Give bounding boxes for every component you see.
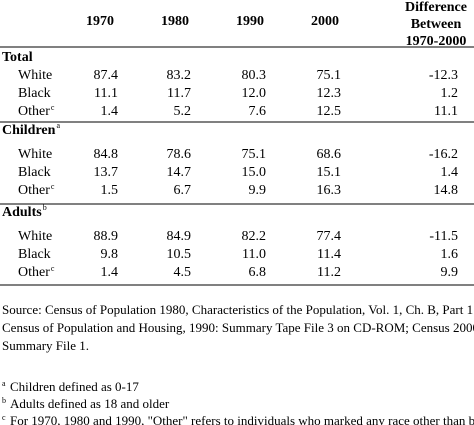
superscript: b <box>43 203 47 212</box>
cell: 9.8 <box>101 247 119 262</box>
row-label: Other <box>18 104 50 119</box>
footnote-mark: b <box>2 396 6 405</box>
row-label: White <box>18 68 52 83</box>
column-header: 1970 <box>86 14 114 29</box>
row-label: White <box>18 147 52 162</box>
footnote: For 1970, 1980 and 1990, "Other" refers … <box>10 413 474 425</box>
cell: 12.5 <box>317 104 342 119</box>
row-label: Black <box>18 86 51 101</box>
row-label: Other <box>18 183 50 198</box>
footnote: Adults defined as 18 and older <box>10 396 170 411</box>
row-label: White <box>18 229 52 244</box>
cell: 83.2 <box>167 68 192 83</box>
column-header: 1970-2000 <box>406 34 467 49</box>
cell: 80.3 <box>242 68 267 83</box>
footnote-mark: c <box>2 413 6 422</box>
cell: 1.4 <box>441 165 459 180</box>
group-label: Children <box>2 123 56 138</box>
cell: 1.4 <box>101 265 119 280</box>
cell: 6.8 <box>249 265 267 280</box>
source-line: Summary File 1. <box>2 338 89 353</box>
cell: 77.4 <box>317 229 342 244</box>
superscript: a <box>56 121 60 130</box>
cell: -12.3 <box>429 68 458 83</box>
group-label: Adults <box>2 205 42 220</box>
cell: 75.1 <box>242 147 267 162</box>
group-label: Total <box>2 50 33 65</box>
source-line: Census of Population and Housing, 1990: … <box>2 320 474 335</box>
cell: 5.2 <box>174 104 192 119</box>
cell: -11.5 <box>429 229 458 244</box>
cell: 11.4 <box>317 247 341 262</box>
cell: 10.5 <box>167 247 192 262</box>
cell: 7.6 <box>249 104 267 119</box>
footnote: Children defined as 0-17 <box>10 379 139 394</box>
cell: 11.7 <box>167 86 191 101</box>
cell: 14.8 <box>434 183 459 198</box>
row-label: Other <box>18 265 50 280</box>
cell: 4.5 <box>174 265 192 280</box>
cell: 15.0 <box>242 165 267 180</box>
cell: 15.1 <box>317 165 342 180</box>
footnote-mark: a <box>2 379 6 388</box>
cell: 78.6 <box>167 147 192 162</box>
column-header: 2000 <box>311 14 339 29</box>
cell: 82.2 <box>242 229 267 244</box>
cell: 11.1 <box>434 104 458 119</box>
cell: 9.9 <box>249 183 267 198</box>
cell: 9.9 <box>441 265 459 280</box>
superscript: c <box>51 182 55 191</box>
cell: 88.9 <box>94 229 119 244</box>
cell: 1.6 <box>441 247 459 262</box>
cell: 1.4 <box>101 104 119 119</box>
column-header: 1980 <box>161 14 189 29</box>
cell: 84.8 <box>94 147 119 162</box>
superscript: c <box>51 264 55 273</box>
row-label: Black <box>18 165 51 180</box>
cell: 75.1 <box>317 68 342 83</box>
superscript: c <box>51 103 55 112</box>
cell: 12.3 <box>317 86 342 101</box>
column-header: Between <box>411 17 462 32</box>
cell: 87.4 <box>94 68 119 83</box>
cell: 84.9 <box>167 229 192 244</box>
cell: 68.6 <box>317 147 342 162</box>
column-header: Difference <box>405 0 467 15</box>
cell: 11.2 <box>317 265 341 280</box>
column-header: 1990 <box>236 14 264 29</box>
cell: 1.5 <box>101 183 119 198</box>
cell: 16.3 <box>317 183 342 198</box>
cell: 14.7 <box>167 165 192 180</box>
source-line: Source: Census of Population 1980, Chara… <box>2 302 474 317</box>
cell: 12.0 <box>242 86 267 101</box>
cell: 13.7 <box>94 165 119 180</box>
cell: -16.2 <box>429 147 458 162</box>
cell: 1.2 <box>441 86 459 101</box>
cell: 11.1 <box>94 86 118 101</box>
cell: 11.0 <box>242 247 266 262</box>
row-label: Black <box>18 247 51 262</box>
cell: 6.7 <box>174 183 192 198</box>
